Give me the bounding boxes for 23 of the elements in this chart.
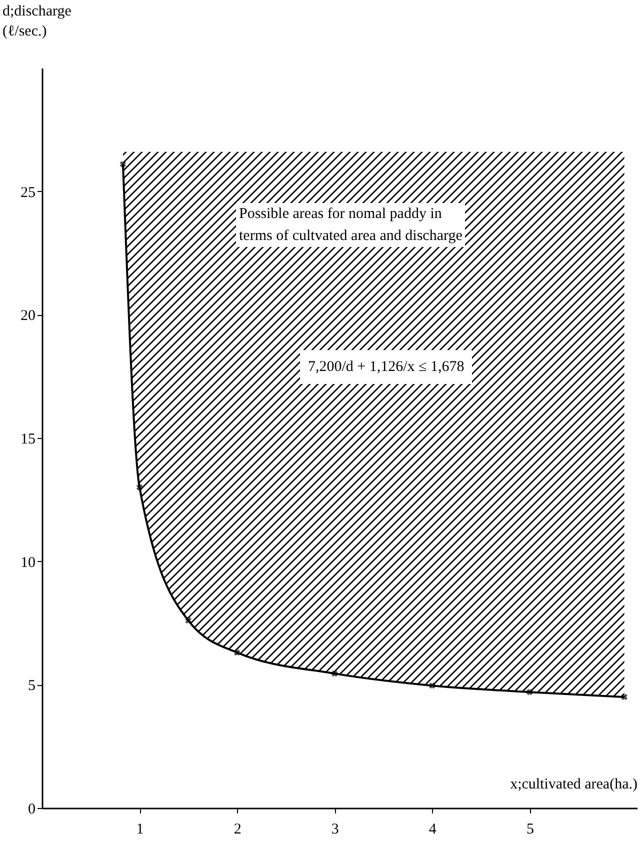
y-axis-title: d;discharge (ℓ/sec.) — [2, 4, 72, 40]
annotation: 7,200/d + 1,126/x ≤ 1,678 — [300, 350, 472, 384]
x-tick-label: 3 — [331, 822, 339, 838]
x-tick-label: 4 — [428, 822, 437, 838]
point — [185, 617, 192, 624]
point — [621, 694, 628, 700]
point — [526, 688, 533, 696]
y-tick-label: 5 — [28, 678, 36, 694]
annotation: Possible areas for nomal paddy in terms of cultvated area and discharge — [236, 203, 466, 247]
x-tick-label: 5 — [526, 822, 534, 838]
x-axis-title: x;cultivated area(ha.) — [510, 776, 638, 792]
y-tick-label: 10 — [20, 554, 36, 571]
point — [136, 484, 143, 490]
y-tick-label: 20 — [20, 308, 36, 324]
point — [429, 682, 436, 689]
x-tick-label: 2 — [234, 822, 242, 838]
x-tick-label: 1 — [136, 822, 144, 838]
y-tick-label: 15 — [20, 432, 36, 448]
point — [331, 670, 338, 677]
y-tick-label: 25 — [20, 184, 36, 201]
y-tick-label: 0 — [28, 802, 36, 818]
point — [120, 161, 126, 168]
point — [234, 649, 240, 656]
